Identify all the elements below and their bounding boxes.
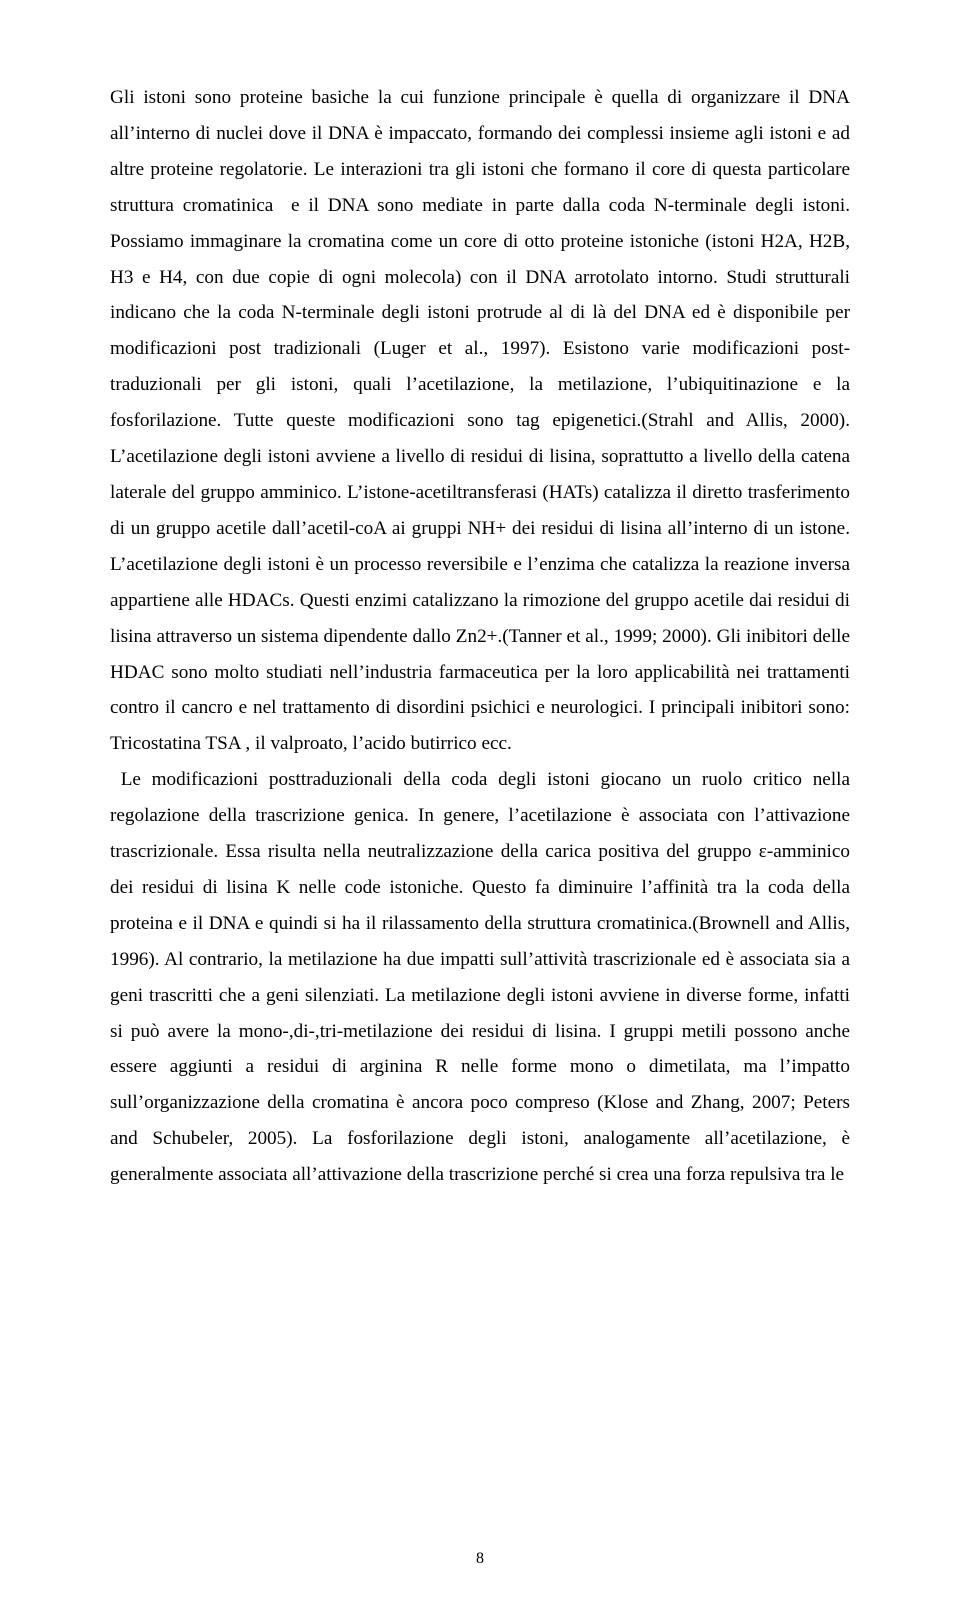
document-page: Gli istoni sono proteine basiche la cui … xyxy=(0,0,960,1610)
body-paragraph: Gli istoni sono proteine basiche la cui … xyxy=(110,80,850,1193)
page-number: 8 xyxy=(0,1550,960,1568)
